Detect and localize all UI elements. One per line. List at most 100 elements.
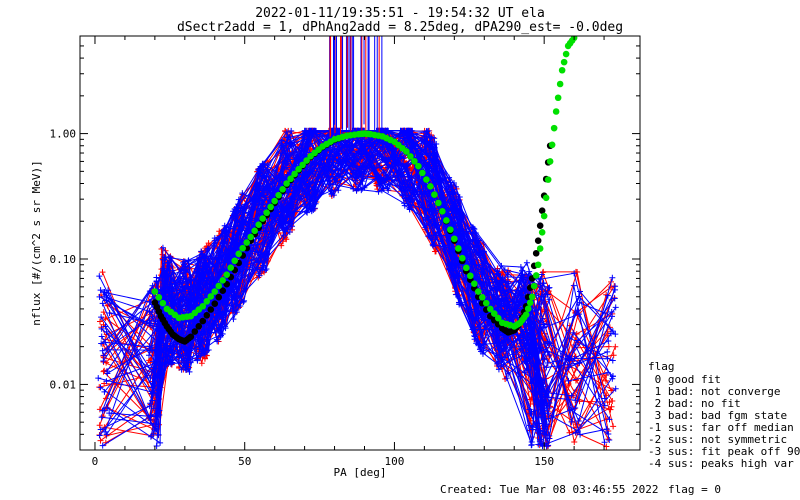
fit-point bbox=[287, 175, 294, 183]
raw-spectrum-marker bbox=[220, 266, 227, 273]
fit-point bbox=[275, 191, 282, 199]
raw-spectrum-marker bbox=[546, 284, 553, 291]
raw-spectrum-marker bbox=[400, 155, 407, 162]
raw-spectrum-marker bbox=[357, 147, 364, 154]
raw-spectrum-marker bbox=[545, 285, 552, 292]
raw-spectrum-marker bbox=[259, 204, 266, 211]
raw-spectrum-marker bbox=[98, 340, 105, 347]
fit-point bbox=[247, 233, 254, 241]
raw-spectrum-marker bbox=[278, 222, 285, 229]
raw-spectrum-marker bbox=[157, 349, 164, 356]
raw-spectrum-marker bbox=[96, 273, 103, 280]
raw-spectrum-marker bbox=[398, 167, 405, 174]
raw-spectrum-marker bbox=[608, 403, 615, 410]
raw-spectrum-marker bbox=[99, 300, 106, 307]
x-tick-label: 50 bbox=[238, 455, 251, 468]
fit-point bbox=[451, 235, 458, 243]
raw-spectrum-marker bbox=[383, 159, 390, 166]
raw-spectrum-marker bbox=[607, 406, 614, 413]
raw-spectrum-marker bbox=[405, 127, 412, 134]
raw-spectrum-marker bbox=[284, 222, 291, 229]
fit-point bbox=[530, 282, 538, 290]
raw-spectrum-marker bbox=[399, 192, 406, 199]
raw-spectrum-marker bbox=[567, 406, 574, 413]
raw-spectrum-marker bbox=[568, 392, 575, 399]
raw-spectrum-marker bbox=[148, 308, 155, 315]
raw-spectrum-marker bbox=[521, 271, 528, 278]
fit-point bbox=[560, 58, 568, 66]
raw-spectrum-marker bbox=[475, 262, 482, 269]
raw-spectrum-marker bbox=[285, 189, 292, 196]
raw-spectrum-marker bbox=[398, 187, 405, 194]
raw-spectrum-marker bbox=[146, 357, 153, 364]
raw-spectrum-marker bbox=[519, 267, 526, 274]
fit-point bbox=[203, 311, 211, 319]
raw-spectrum-trace bbox=[103, 127, 615, 438]
raw-spectrum-marker bbox=[96, 406, 103, 413]
fit-point bbox=[195, 322, 203, 330]
raw-spectrum-marker bbox=[335, 158, 342, 165]
fit-point bbox=[423, 176, 430, 183]
raw-spectrum-marker bbox=[432, 248, 439, 255]
fit-point bbox=[411, 157, 418, 165]
raw-spectrum-marker bbox=[575, 293, 582, 300]
raw-spectrum-marker bbox=[428, 134, 435, 141]
raw-spectrum-marker bbox=[178, 298, 185, 305]
raw-spectrum-marker bbox=[198, 360, 205, 367]
raw-spectrum-marker bbox=[375, 188, 382, 195]
raw-spectrum-marker bbox=[493, 278, 500, 285]
raw-spectrum-marker bbox=[100, 357, 107, 364]
raw-spectrum-marker bbox=[536, 301, 543, 308]
raw-spectrum-marker bbox=[474, 323, 481, 330]
raw-spectrum-marker bbox=[103, 431, 110, 438]
fit-point bbox=[470, 280, 478, 287]
fit-point bbox=[279, 186, 286, 193]
fit-point bbox=[552, 108, 560, 115]
raw-spectrum-marker bbox=[379, 144, 386, 151]
raw-spectrum-marker bbox=[97, 287, 104, 294]
raw-spectrum-marker bbox=[612, 385, 619, 392]
raw-spectrum-line bbox=[109, 130, 546, 434]
raw-spectrum-marker bbox=[237, 239, 244, 246]
legend-entry: -4 sus: peaks high var bbox=[648, 457, 794, 470]
raw-spectrum-marker bbox=[609, 373, 616, 380]
fit-point bbox=[526, 299, 534, 307]
raw-spectrum-marker bbox=[217, 249, 224, 256]
legend-entry: 1 bad: not converge bbox=[648, 385, 780, 398]
raw-spectrum-marker bbox=[384, 185, 391, 192]
raw-spectrum-marker bbox=[570, 329, 577, 336]
fit-point bbox=[562, 50, 570, 58]
raw-spectrum-marker bbox=[169, 354, 176, 361]
raw-spectrum-marker bbox=[332, 173, 339, 180]
raw-spectrum-marker bbox=[152, 427, 159, 434]
raw-spectrum-marker bbox=[203, 345, 210, 352]
fit-point bbox=[215, 282, 223, 290]
raw-spectrum-marker bbox=[402, 165, 409, 172]
fit-point bbox=[303, 157, 310, 164]
raw-spectrum-marker bbox=[521, 369, 528, 376]
raw-spectrum-marker bbox=[568, 418, 575, 425]
fit-point bbox=[443, 217, 450, 224]
raw-spectrum-marker bbox=[495, 307, 502, 314]
fit-point bbox=[467, 272, 474, 280]
raw-spectrum-marker bbox=[545, 410, 552, 417]
raw-spectrum-marker bbox=[154, 421, 161, 428]
raw-spectrum-marker bbox=[159, 244, 166, 251]
raw-spectrum-marker bbox=[358, 169, 365, 176]
fit-point bbox=[532, 249, 540, 257]
raw-spectrum-marker bbox=[601, 439, 608, 446]
fit-point bbox=[544, 176, 552, 183]
raw-spectrum-marker bbox=[429, 236, 436, 243]
raw-spectrum-marker bbox=[571, 439, 578, 446]
fit-point bbox=[482, 299, 490, 307]
raw-spectrum-marker bbox=[471, 226, 478, 233]
raw-spectrum-marker bbox=[282, 228, 289, 235]
chart-title: 2022-01-11/19:35:51 - 19:54:32 UT ela bbox=[255, 6, 545, 21]
raw-spectrum-marker bbox=[283, 129, 290, 136]
fit-point bbox=[536, 245, 544, 252]
fit-point bbox=[243, 239, 251, 246]
raw-spectrum-marker bbox=[376, 183, 383, 190]
raw-spectrum-marker bbox=[421, 157, 428, 164]
raw-spectrum-marker bbox=[230, 208, 237, 215]
raw-spectrum-marker bbox=[518, 287, 525, 294]
